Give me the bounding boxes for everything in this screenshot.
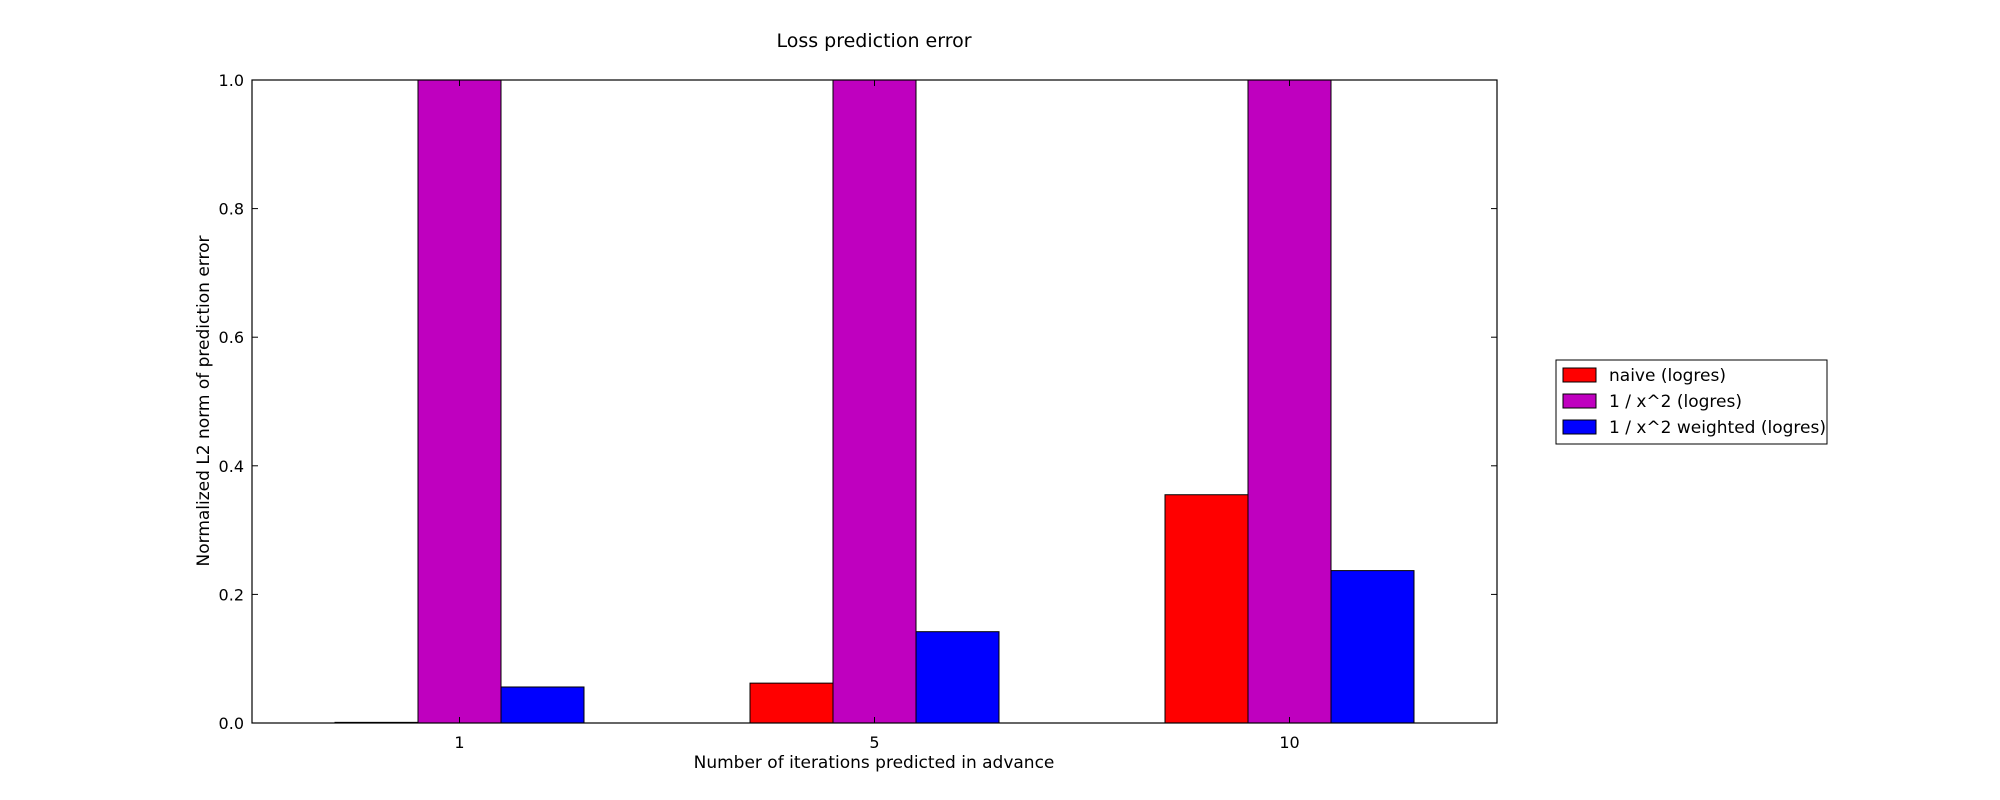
legend-label-naive: naive (logres) — [1609, 366, 1726, 386]
bar-1-series-1 — [417, 79, 502, 724]
legend-frame — [1555, 359, 1828, 445]
legend-label-inverse-square: 1 / x^2 (logres) — [1609, 392, 1742, 412]
x-tick-label: 5 — [869, 733, 879, 752]
legend-label-inverse-square-weighted: 1 / x^2 weighted (logres) — [1609, 418, 1826, 438]
y-tick-label: 0.8 — [219, 200, 244, 219]
y-tick-label: 1.0 — [219, 71, 244, 90]
bar-5-series-2 — [915, 631, 1000, 724]
bar-5-series-1 — [832, 79, 917, 724]
bar-10-series-0 — [1164, 494, 1249, 724]
y-tick-label: 0.6 — [219, 328, 244, 347]
ticks-layer: 1 5 10 0.0 0.2 0.4 0.6 0.8 1.0 — [219, 71, 1497, 752]
legend: naive (logres) 1 / x^2 (logres) 1 / x^2 … — [1555, 359, 1828, 445]
bar-10-series-1 — [1247, 79, 1332, 724]
x-tick-label: 10 — [1279, 733, 1299, 752]
bar-5-series-0 — [749, 682, 834, 724]
y-tick-label: 0.4 — [219, 457, 244, 476]
bars-layer — [334, 79, 1415, 724]
legend-swatch-inverse-square-weighted — [1562, 419, 1597, 435]
x-tick-label: 1 — [454, 733, 464, 752]
y-tick-label: 0.2 — [219, 585, 244, 604]
legend-swatch-naive — [1562, 367, 1597, 383]
y-tick-label: 0.0 — [219, 714, 244, 733]
chart-title: Loss prediction error — [776, 30, 971, 52]
bar-1-series-2 — [500, 686, 585, 724]
y-axis-label: Normalized L2 norm of prediction error — [194, 236, 214, 567]
legend-swatch-inverse-square — [1562, 393, 1597, 409]
bar-10-series-2 — [1330, 570, 1415, 724]
plot-frame — [251, 79, 1498, 724]
x-axis-label: Number of iterations predicted in advanc… — [694, 753, 1055, 773]
